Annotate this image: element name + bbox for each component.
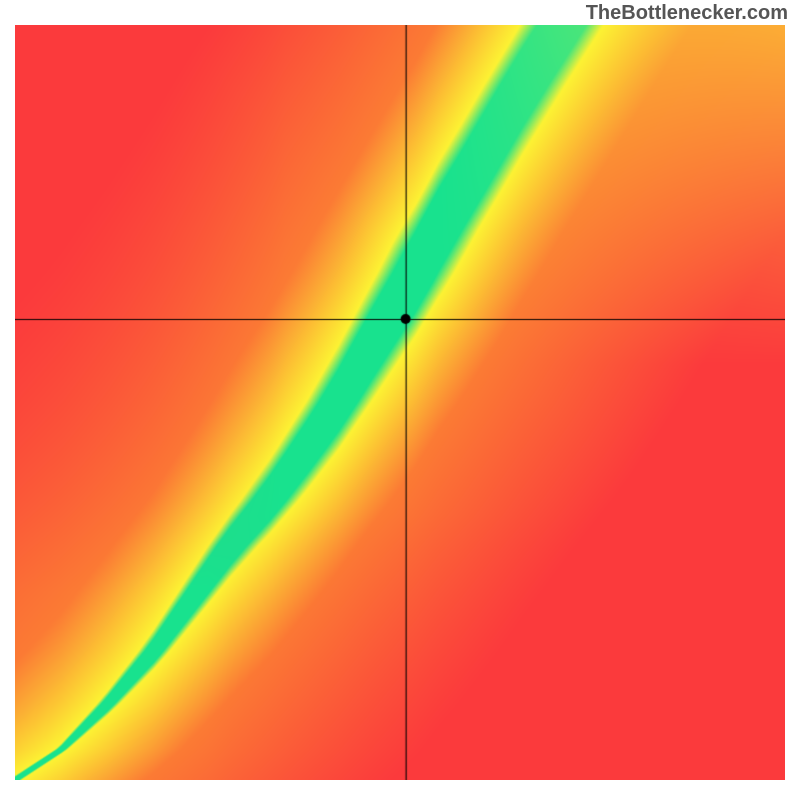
heatmap-plot (15, 25, 785, 780)
watermark-text: TheBottlenecker.com (586, 2, 788, 25)
heatmap-canvas (15, 25, 785, 780)
